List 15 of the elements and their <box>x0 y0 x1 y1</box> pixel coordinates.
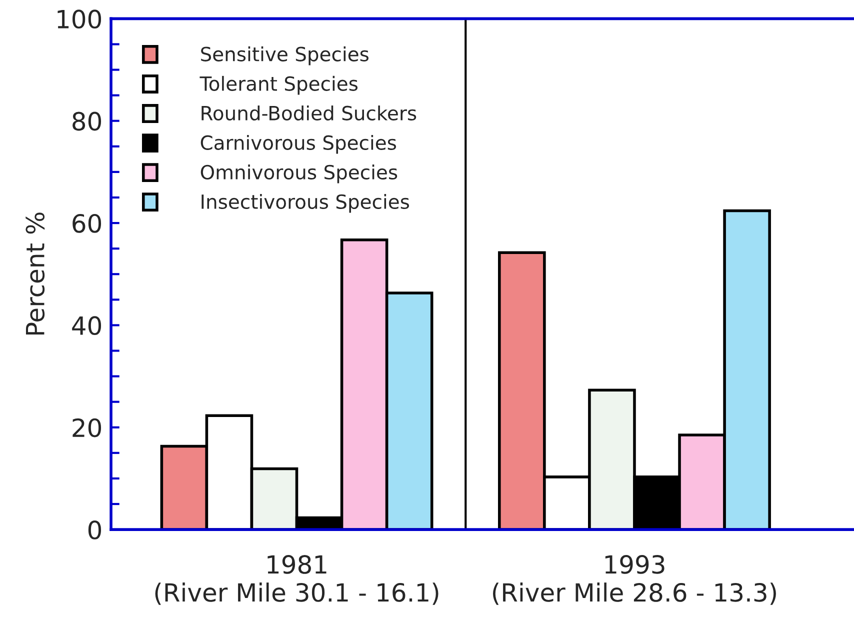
y-tick-label: 60 <box>72 214 102 233</box>
y-tick-label: 40 <box>72 316 102 336</box>
legend-label: Tolerant Species <box>200 76 358 95</box>
y-tick-label: 20 <box>72 418 102 438</box>
legend-label: Carnivorous Species <box>200 134 396 154</box>
x-tick-label: 1993 (River Mile 28.6 - 13.3) <box>493 554 776 605</box>
x-tick-label: 1981 (River Mile 30.1 - 16.1) <box>155 554 438 605</box>
y-tick-label: 80 <box>72 112 102 131</box>
y-axis-title: Percent % <box>26 212 45 335</box>
y-tick-label: 100 <box>58 10 102 29</box>
legend-label: Insectivorous Species <box>202 194 410 213</box>
legend-label: Round-Bodied Suckers <box>202 105 416 120</box>
legend-label: Sensitive Species <box>201 46 368 66</box>
y-tick-label: 0 <box>88 520 102 540</box>
legend-label: Omnivorous Species <box>200 164 398 184</box>
